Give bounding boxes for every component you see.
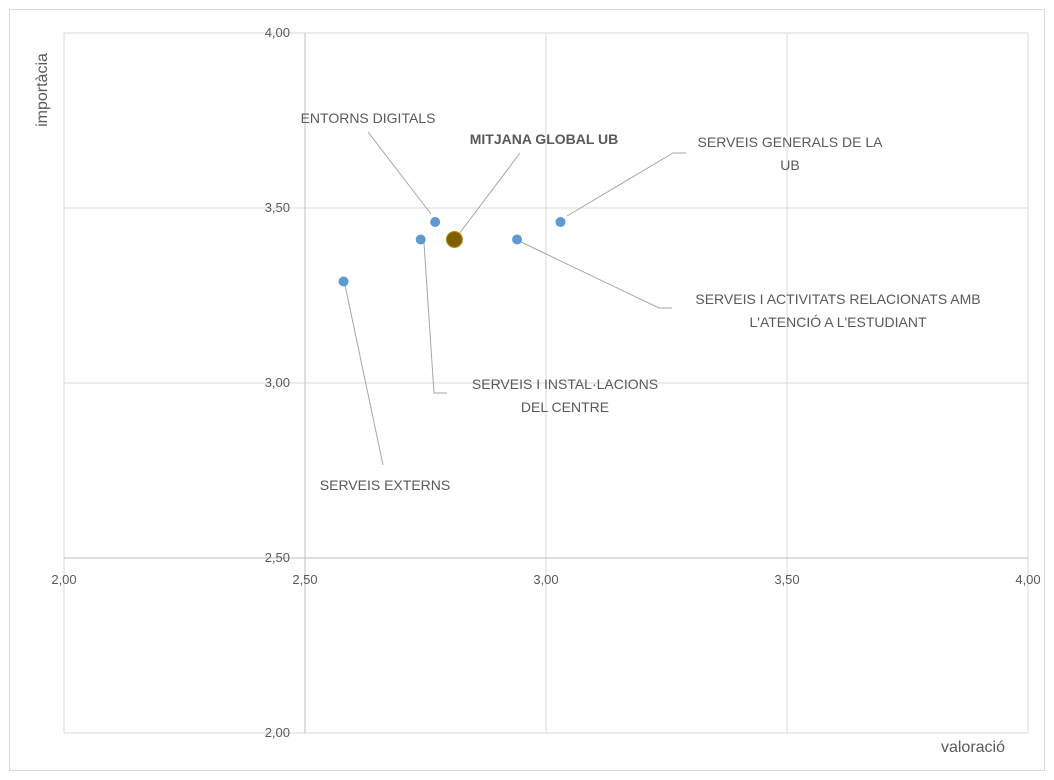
- leader-lines: [344, 131, 686, 466]
- data-points: [338, 217, 566, 287]
- data-label-line: L'ATENCIÓ A L'ESTUDIANT: [749, 314, 926, 330]
- data-label: SERVEIS I ACTIVITATS RELACIONATS AMB L'AT…: [695, 291, 980, 330]
- data-point: [415, 234, 426, 245]
- data-label-line: ENTORNS DIGITALS: [301, 110, 436, 126]
- data-label-line: SERVEIS GENERALS DE LA: [698, 134, 884, 150]
- y-tick-label: 3,00: [265, 375, 290, 390]
- y-tick-label: 2,00: [265, 725, 290, 740]
- x-tick-label: 2,50: [292, 572, 317, 587]
- x-tick-label: 2,00: [51, 572, 76, 587]
- leader-line: [423, 242, 447, 394]
- data-label-line: SERVEIS I INSTAL·LACIONS: [472, 376, 658, 392]
- y-tick-label: 2,50: [265, 550, 290, 565]
- y-tick-label: 3,50: [265, 200, 290, 215]
- leader-line: [566, 152, 686, 217]
- data-label: ENTORNS DIGITALS: [301, 110, 436, 126]
- gridlines: [63, 32, 1029, 734]
- leader-line: [520, 241, 672, 309]
- data-labels: ENTORNS DIGITALS MITJANA GLOBAL UB SERVEIS…: [301, 110, 981, 493]
- axes: [64, 33, 1028, 733]
- data-point: [338, 276, 349, 287]
- data-label-line: MITJANA GLOBAL UB: [470, 131, 619, 147]
- leader-line: [367, 131, 432, 215]
- data-label-line: UB: [780, 157, 799, 173]
- data-label-line: DEL CENTRE: [521, 399, 609, 415]
- x-axis-title: valoració: [941, 739, 1005, 756]
- x-tick-label: 3,00: [533, 572, 558, 587]
- chart-frame: [9, 9, 1045, 771]
- tick-labels: 2,00 2,50 3,00 3,50 4,00 2,00 2,50 3,00 3,50 4,00: [51, 25, 1040, 740]
- leader-line: [344, 284, 384, 466]
- data-label-line: SERVEIS EXTERNS: [320, 477, 450, 493]
- highlight-point: [445, 231, 463, 248]
- data-label: SERVEIS GENERALS DE LA UB: [698, 134, 884, 173]
- data-point: [512, 234, 523, 245]
- data-point: [555, 217, 566, 227]
- data-label: MITJANA GLOBAL UB: [470, 131, 619, 147]
- leader-line: [458, 152, 521, 235]
- y-axis-title: importàcia: [34, 53, 51, 127]
- data-label: SERVEIS EXTERNS: [320, 477, 450, 493]
- x-tick-label: 3,50: [774, 572, 799, 587]
- data-label: SERVEIS I INSTAL·LACIONS DEL CENTRE: [472, 376, 658, 415]
- x-tick-label: 4,00: [1015, 572, 1040, 587]
- data-label-line: SERVEIS I ACTIVITATS RELACIONATS AMB: [695, 291, 980, 307]
- data-point: [430, 217, 441, 227]
- y-tick-label: 4,00: [265, 25, 290, 40]
